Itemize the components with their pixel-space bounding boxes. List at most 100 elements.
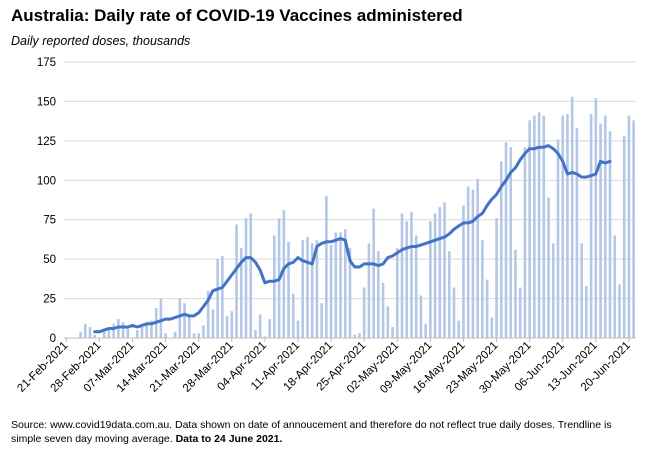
daily-doses-bar xyxy=(310,243,314,338)
daily-doses-bar xyxy=(268,319,271,338)
daily-doses-bar xyxy=(608,131,612,338)
daily-doses-bar xyxy=(499,161,503,338)
daily-doses-bar xyxy=(599,123,602,338)
daily-doses-bar xyxy=(438,207,442,338)
daily-doses-bar xyxy=(570,96,574,338)
daily-doses-bar xyxy=(367,243,371,338)
daily-doses-bar xyxy=(509,147,513,338)
daily-doses-bar xyxy=(429,221,432,338)
source-footnote: Source: www.covid19data.com.au. Data sho… xyxy=(11,418,641,446)
daily-doses-bar xyxy=(618,284,621,338)
daily-doses-bar xyxy=(135,330,139,338)
daily-doses-bar xyxy=(542,115,546,338)
daily-doses-bar xyxy=(462,205,465,338)
daily-doses-bar xyxy=(419,295,423,338)
daily-doses-bar xyxy=(249,213,253,338)
chart-subtitle: Daily reported doses, thousands xyxy=(11,34,191,48)
daily-doses-bar xyxy=(580,243,583,338)
daily-doses-bar xyxy=(495,218,498,338)
daily-doses-bar xyxy=(561,115,565,338)
daily-doses-bar xyxy=(566,114,569,338)
daily-doses-bar xyxy=(410,211,413,338)
daily-doses-bar xyxy=(121,322,125,338)
daily-doses-bar xyxy=(594,98,598,338)
daily-doses-bar xyxy=(263,336,267,338)
daily-doses-bar xyxy=(211,309,215,338)
daily-doses-bar xyxy=(603,115,607,338)
daily-doses-bar xyxy=(79,331,82,338)
x-axis-tick-labels: 21-Feb-202128-Feb-202107-Mar-202114-Mar-… xyxy=(15,340,633,396)
daily-doses-bar xyxy=(216,259,219,338)
y-tick-label: 150 xyxy=(37,96,56,108)
daily-doses-bar xyxy=(452,287,456,338)
daily-doses-bar xyxy=(632,120,635,339)
daily-doses-bar xyxy=(533,115,536,338)
daily-doses-bar xyxy=(400,213,404,338)
daily-doses-bar xyxy=(518,287,522,338)
daily-doses-bar xyxy=(466,186,470,338)
daily-doses-bar xyxy=(329,244,333,338)
moving-average-trendline xyxy=(93,144,612,334)
y-tick-label: 25 xyxy=(43,294,56,306)
daily-doses-bar xyxy=(443,202,446,338)
daily-doses-bar xyxy=(348,248,352,338)
chart-title: Australia: Daily rate of COVID-19 Vaccin… xyxy=(11,6,463,25)
daily-doses-bar xyxy=(490,317,494,338)
y-tick-label: 125 xyxy=(37,136,56,148)
y-tick-label: 50 xyxy=(43,254,56,266)
daily-doses-bar xyxy=(320,303,323,338)
daily-doses-bar xyxy=(551,243,555,338)
daily-doses-bar xyxy=(471,189,475,338)
daily-doses-bar xyxy=(362,287,366,338)
axes xyxy=(64,337,636,342)
daily-doses-bar xyxy=(585,285,588,338)
daily-doses-bar xyxy=(381,282,385,338)
footnote-text: Source: www.covid19data.com.au. Data sho… xyxy=(11,419,612,445)
daily-doses-bar xyxy=(547,197,550,338)
daily-doses-bar xyxy=(414,235,418,338)
footnote-date-range: Data to 24 June 2021. xyxy=(175,433,283,445)
daily-doses-bar xyxy=(197,333,201,338)
daily-doses-bar xyxy=(339,232,342,338)
daily-doses-bar xyxy=(575,128,579,338)
daily-doses-bar xyxy=(447,251,451,338)
daily-doses-bar xyxy=(386,306,390,338)
daily-doses-bar xyxy=(192,333,196,338)
daily-doses-bar xyxy=(613,235,617,338)
daily-doses-bar xyxy=(221,255,224,338)
daily-doses-bars xyxy=(79,96,635,339)
daily-doses-bar xyxy=(254,330,257,338)
daily-doses-bar xyxy=(202,325,205,338)
daily-doses-bar xyxy=(258,314,262,338)
daily-doses-bar xyxy=(485,279,489,338)
daily-doses-bar xyxy=(159,298,163,338)
daily-doses-bar xyxy=(291,293,295,338)
y-axis-tick-labels: 0 25 50 75 100 125 150 175 xyxy=(37,57,56,345)
daily-doses-bar xyxy=(395,248,399,338)
daily-doses-bar xyxy=(225,315,229,338)
y-tick-label: 0 xyxy=(50,333,56,345)
daily-doses-bar xyxy=(537,112,541,339)
daily-doses-bar xyxy=(173,331,177,338)
daily-doses-bar xyxy=(315,240,319,338)
daily-doses-bar xyxy=(306,237,309,338)
daily-doses-bar xyxy=(627,115,631,338)
daily-doses-bar xyxy=(622,136,626,338)
daily-doses-bar xyxy=(504,142,508,338)
daily-doses-bar xyxy=(164,333,167,338)
daily-doses-bar xyxy=(183,303,186,338)
daily-doses-bar xyxy=(126,326,130,338)
daily-doses-bar xyxy=(273,235,276,338)
daily-doses-bar xyxy=(93,334,97,338)
daily-doses-bar xyxy=(523,147,527,338)
daily-doses-bar xyxy=(282,210,286,338)
daily-doses-bar xyxy=(358,333,361,338)
daily-doses-bar xyxy=(589,114,593,338)
daily-doses-bar xyxy=(343,229,347,338)
daily-doses-bar xyxy=(102,330,106,338)
daily-doses-bar xyxy=(325,196,328,338)
daily-doses-bar xyxy=(424,323,427,338)
daily-doses-bar xyxy=(107,326,111,338)
daily-doses-bar xyxy=(296,320,300,338)
